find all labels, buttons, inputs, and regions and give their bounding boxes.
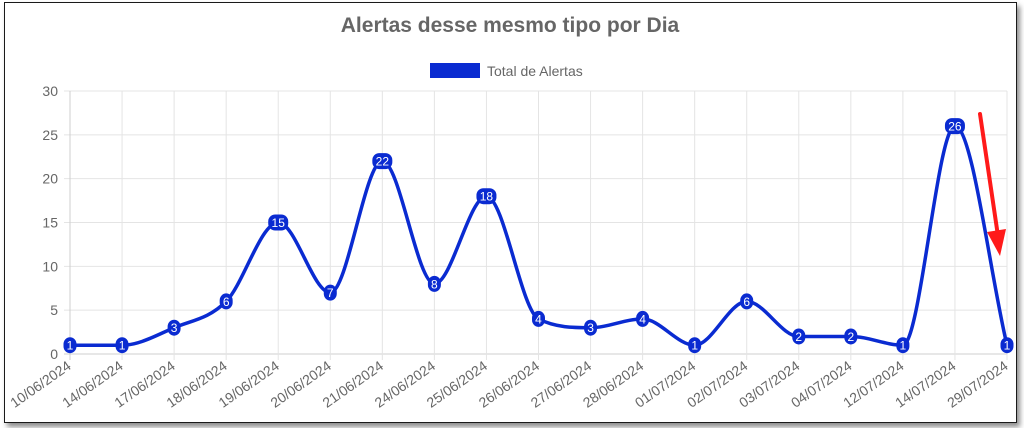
data-point — [268, 214, 289, 231]
data-point — [844, 328, 858, 345]
data-point — [63, 337, 77, 354]
data-label: 1 — [900, 339, 907, 353]
y-tick-label: 25 — [42, 127, 58, 143]
data-point — [688, 337, 702, 354]
data-point — [792, 328, 806, 345]
data-label: 22 — [376, 155, 390, 169]
data-point — [896, 337, 910, 354]
data-point — [476, 188, 497, 205]
legend-swatch — [430, 63, 480, 78]
legend-label: Total de Alertas — [487, 63, 583, 79]
data-point — [427, 275, 441, 292]
data-label: 2 — [847, 330, 854, 344]
data-label: 15 — [272, 216, 286, 230]
y-tick-label: 5 — [50, 302, 58, 318]
y-tick-label: 30 — [42, 83, 58, 99]
data-point — [944, 118, 965, 135]
chart-title: Alertas desse mesmo tipo por Dia — [340, 14, 680, 37]
data-point — [532, 310, 545, 327]
data-point — [740, 293, 754, 310]
data-label: 3 — [171, 321, 178, 335]
data-point — [219, 293, 233, 310]
data-label: 6 — [743, 295, 750, 309]
data-point — [1000, 337, 1014, 354]
data-point — [636, 310, 650, 327]
data-label: 1 — [119, 339, 126, 353]
data-label: 1 — [67, 339, 74, 353]
y-tick-label: 15 — [42, 215, 58, 231]
chart-frame — [4, 2, 1017, 423]
data-label: 8 — [431, 277, 438, 291]
data-label: 6 — [223, 295, 230, 309]
data-label: 26 — [948, 120, 962, 134]
data-label: 18 — [480, 190, 494, 204]
data-label: 1 — [691, 339, 698, 353]
data-point — [372, 153, 393, 170]
data-point — [584, 319, 598, 336]
data-point — [167, 319, 181, 336]
y-tick-label: 0 — [50, 346, 58, 362]
data-point — [323, 284, 337, 301]
data-label: 3 — [587, 321, 594, 335]
annotation-arrow-head — [987, 229, 1006, 256]
data-label: 2 — [795, 330, 802, 344]
data-point — [115, 337, 129, 354]
data-label: 4 — [639, 312, 646, 326]
y-tick-label: 20 — [42, 171, 58, 187]
annotation-arrow-shaft — [978, 112, 1000, 238]
data-label: 1 — [1004, 339, 1011, 353]
data-label: 4 — [535, 312, 542, 326]
y-tick-label: 10 — [42, 258, 58, 274]
data-label: 7 — [327, 286, 334, 300]
